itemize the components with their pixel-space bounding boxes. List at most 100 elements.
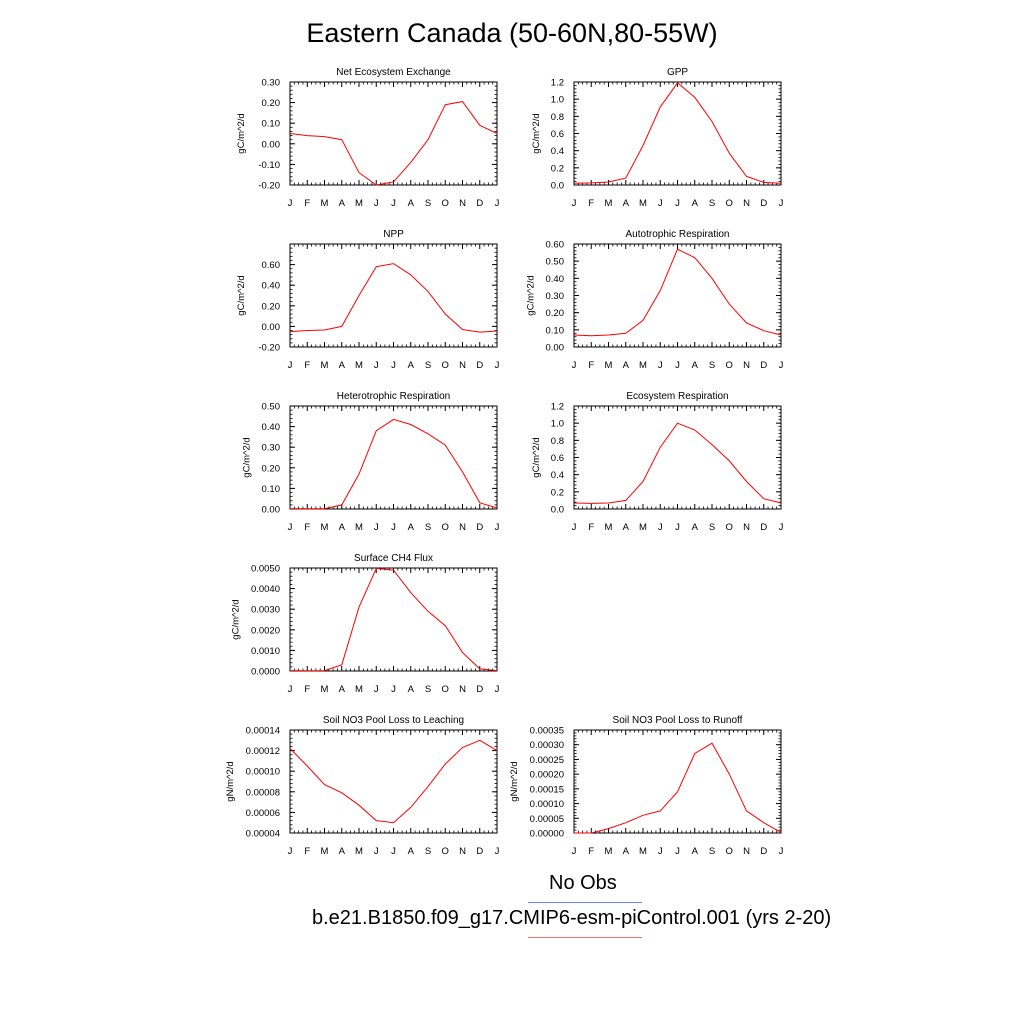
x-tick-label: A xyxy=(408,684,415,695)
x-tick-label: O xyxy=(726,360,733,371)
panel-title: Heterotrophic Respiration xyxy=(337,391,450,402)
x-tick-label: J xyxy=(391,846,396,857)
y-tick-label: 0.60 xyxy=(262,260,281,271)
y-axis-label: gC/m^2/d xyxy=(242,437,253,477)
x-tick-label: D xyxy=(760,846,767,857)
x-tick-label: M xyxy=(605,198,613,209)
x-tick-label: J xyxy=(374,198,379,209)
y-tick-label: 0.0 xyxy=(551,181,564,192)
x-tick-label: D xyxy=(476,522,483,533)
y-tick-label: 0.40 xyxy=(546,274,565,285)
x-tick-label: J xyxy=(391,684,396,695)
y-tick-label: 0.20 xyxy=(262,98,281,109)
x-tick-label: S xyxy=(709,360,715,371)
x-tick-label: O xyxy=(726,846,733,857)
x-tick-label: M xyxy=(355,198,363,209)
x-tick-label: J xyxy=(779,522,784,533)
x-tick-label: M xyxy=(639,360,647,371)
x-tick-label: S xyxy=(425,522,431,533)
x-tick-label: J xyxy=(374,360,379,371)
x-tick-label: J xyxy=(391,522,396,533)
y-tick-label: -0.20 xyxy=(258,343,280,354)
x-tick-label: N xyxy=(743,522,750,533)
y-tick-label: 0.0050 xyxy=(251,564,280,575)
x-tick-label: M xyxy=(639,522,647,533)
y-tick-label: 0.00020 xyxy=(530,770,564,781)
y-axis-label: gC/m^2/d xyxy=(531,437,542,477)
y-tick-label: 0.30 xyxy=(262,78,281,89)
x-tick-label: J xyxy=(495,522,500,533)
y-tick-label: -0.10 xyxy=(258,160,280,171)
x-tick-label: A xyxy=(339,360,346,371)
x-tick-label: F xyxy=(304,846,310,857)
x-tick-label: O xyxy=(442,684,449,695)
x-tick-label: J xyxy=(675,198,680,209)
x-tick-label: S xyxy=(425,198,431,209)
x-tick-label: J xyxy=(374,846,379,857)
y-tick-label: 0.40 xyxy=(262,422,281,433)
x-tick-label: A xyxy=(408,522,415,533)
x-tick-label: J xyxy=(495,684,500,695)
plot-frame xyxy=(573,405,782,510)
y-tick-label: 0.00 xyxy=(546,343,565,354)
panel-title: Surface CH4 Flux xyxy=(354,553,433,564)
y-tick-label: 0.20 xyxy=(262,301,281,312)
series-line xyxy=(289,101,498,186)
y-tick-label: 0.50 xyxy=(262,402,281,413)
x-tick-label: A xyxy=(623,846,630,857)
y-tick-label: 0.50 xyxy=(546,257,565,268)
x-tick-label: M xyxy=(355,684,363,695)
x-tick-label: O xyxy=(726,522,733,533)
y-tick-label: 0.00012 xyxy=(246,746,280,757)
x-tick-label: M xyxy=(355,846,363,857)
series-line xyxy=(289,739,498,824)
y-axis-label: gC/m^2/d xyxy=(526,275,537,315)
x-tick-label: O xyxy=(726,198,733,209)
x-tick-label: M xyxy=(639,198,647,209)
y-tick-label: 0.10 xyxy=(262,484,281,495)
x-tick-label: S xyxy=(425,684,431,695)
x-tick-label: J xyxy=(779,360,784,371)
x-tick-label: S xyxy=(709,846,715,857)
x-tick-label: J xyxy=(495,360,500,371)
x-tick-label: F xyxy=(588,846,594,857)
panel-title: Soil NO3 Pool Loss to Leaching xyxy=(323,715,464,726)
y-axis-label: gC/m^2/d xyxy=(236,113,247,153)
x-tick-label: F xyxy=(588,198,594,209)
x-tick-label: N xyxy=(459,360,466,371)
y-tick-label: 0.00030 xyxy=(530,740,564,751)
legend-label-model: b.e21.B1850.f09_g17.CMIP6-esm-piControl.… xyxy=(312,907,832,929)
series-line xyxy=(573,248,782,337)
y-tick-label: 0.6 xyxy=(551,129,564,140)
y-tick-label: 0.00 xyxy=(262,139,281,150)
y-axis-label: gC/m^2/d xyxy=(230,599,241,639)
x-tick-label: S xyxy=(425,846,431,857)
x-tick-label: J xyxy=(658,846,663,857)
x-tick-label: A xyxy=(408,198,415,209)
series-line xyxy=(573,82,782,184)
x-tick-label: M xyxy=(355,522,363,533)
x-tick-label: J xyxy=(675,360,680,371)
x-tick-label: O xyxy=(442,846,449,857)
x-tick-label: J xyxy=(288,684,293,695)
y-tick-label: 0.00010 xyxy=(530,799,564,810)
x-tick-label: M xyxy=(321,684,329,695)
y-tick-label: 0.30 xyxy=(546,291,565,302)
x-tick-label: M xyxy=(321,846,329,857)
x-tick-label: A xyxy=(408,846,415,857)
x-tick-label: A xyxy=(339,198,346,209)
panel-title: Ecosystem Respiration xyxy=(626,391,728,402)
y-tick-label: 0.10 xyxy=(546,325,565,336)
panel-title: NPP xyxy=(383,229,404,240)
y-tick-label: 0.00 xyxy=(262,322,281,333)
x-tick-label: O xyxy=(442,360,449,371)
x-tick-label: A xyxy=(692,360,699,371)
y-tick-label: 0.0 xyxy=(551,505,564,516)
x-tick-label: J xyxy=(572,846,577,857)
y-tick-label: 0.60 xyxy=(546,240,565,251)
y-tick-label: -0.20 xyxy=(258,181,280,192)
